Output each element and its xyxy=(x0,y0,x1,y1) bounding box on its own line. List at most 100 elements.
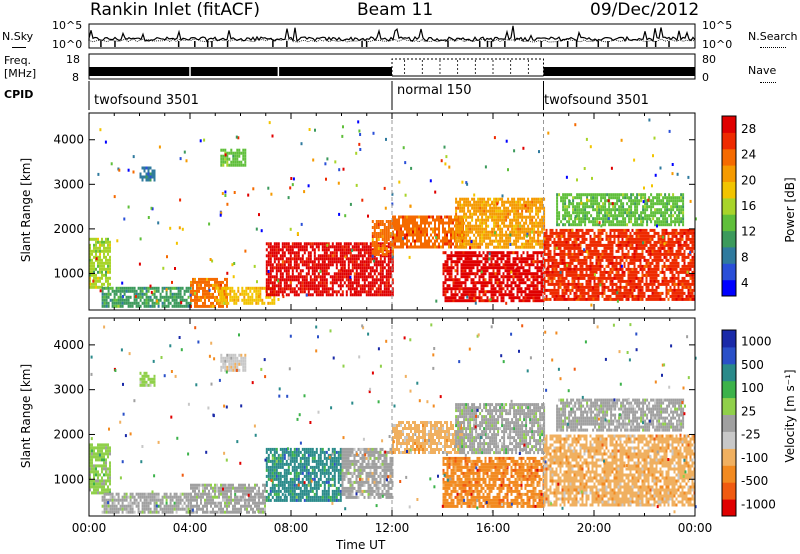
heatmap-cell xyxy=(448,227,450,231)
heatmap-cell xyxy=(351,293,354,297)
heatmap-cell xyxy=(490,281,493,285)
heatmap-cell xyxy=(609,249,612,253)
heatmap-cell xyxy=(321,281,324,285)
heatmap-cell xyxy=(412,215,414,219)
heatmap-cell xyxy=(381,260,384,264)
heatmap-cell xyxy=(355,254,358,258)
heatmap-cell xyxy=(609,276,612,280)
heatmap-cell xyxy=(591,252,594,256)
heatmap-cell xyxy=(214,286,216,290)
heatmap-cell xyxy=(611,282,614,286)
heatmap-cell xyxy=(567,270,570,274)
heatmap-cell xyxy=(641,234,644,238)
heatmap-cell xyxy=(149,286,152,290)
heatmap-cell xyxy=(643,246,646,250)
heatmap-cell xyxy=(609,240,612,244)
heatmap-cell xyxy=(456,269,459,273)
heatmap-cell xyxy=(454,278,457,282)
heatmap-cell xyxy=(95,258,97,262)
heatmap-cell xyxy=(510,251,513,255)
heatmap-cell xyxy=(641,297,644,301)
heatmap-cell xyxy=(355,263,358,267)
heatmap-cell xyxy=(367,290,370,294)
heatmap-cell xyxy=(530,263,533,267)
heatmap-cell xyxy=(651,243,654,247)
heatmap-cell xyxy=(454,215,456,219)
heatmap-cell xyxy=(95,279,97,283)
heatmap-cell xyxy=(599,243,602,247)
heatmap-cell xyxy=(569,237,572,241)
heatmap-cell xyxy=(141,301,144,305)
heatmap-cell xyxy=(383,281,386,285)
heatmap-cell xyxy=(289,290,292,294)
heatmap-cell xyxy=(454,236,456,240)
heatmap-cell xyxy=(347,263,350,267)
heatmap-cell xyxy=(321,245,324,249)
heatmap-cell xyxy=(470,266,473,270)
heatmap-cell xyxy=(529,206,532,210)
heatmap-cell xyxy=(498,257,501,261)
heatmap-cell xyxy=(578,196,581,200)
heatmap-cell xyxy=(533,221,536,225)
heatmap-cell xyxy=(478,251,481,255)
heatmap-cell xyxy=(227,286,230,290)
heatmap-cell xyxy=(607,252,610,256)
heatmap-cell xyxy=(617,288,620,292)
heatmap-cell xyxy=(573,279,576,283)
heatmap-cell xyxy=(381,290,384,294)
heatmap-cell xyxy=(244,157,247,161)
heatmap-cell xyxy=(564,193,567,197)
heatmap-cell xyxy=(517,200,520,204)
heatmap-cell xyxy=(613,234,616,238)
heatmap-cell xyxy=(444,215,446,219)
heatmap-cell xyxy=(177,304,180,308)
heatmap-cell xyxy=(147,178,150,182)
heatmap-cell xyxy=(559,246,562,250)
heatmap-cell xyxy=(503,242,506,246)
heatmap-cell xyxy=(107,249,109,253)
heatmap-cell xyxy=(147,298,150,302)
heatmap-cell xyxy=(504,260,507,264)
heatmap-cell xyxy=(454,260,457,264)
heatmap-cell xyxy=(225,292,228,296)
heatmap-cell xyxy=(353,245,356,249)
heatmap-cell xyxy=(591,270,594,274)
heatmap-cell xyxy=(333,278,336,282)
heatmap-cell xyxy=(163,295,166,299)
heatmap-cell xyxy=(639,267,642,271)
heatmap-cell xyxy=(215,286,218,290)
heatmap-cell xyxy=(586,202,589,206)
heatmap-cell xyxy=(671,270,674,274)
heatmap-cell xyxy=(373,272,376,276)
heatmap-cell xyxy=(426,245,428,249)
heatmap-cell xyxy=(653,231,656,235)
heatmap-cell xyxy=(137,304,140,308)
heatmap-cell xyxy=(381,235,384,238)
heatmap-cell xyxy=(271,281,274,285)
heatmap-cell xyxy=(305,275,308,279)
heatmap-cell xyxy=(418,245,420,249)
heatmap-cell xyxy=(483,200,486,204)
heatmap-cell xyxy=(681,246,684,250)
heatmap-cell xyxy=(151,175,154,179)
heatmap-cell xyxy=(387,263,390,267)
heatmap-cell xyxy=(583,273,586,277)
heatmap-cell xyxy=(208,286,210,290)
heatmap-cell xyxy=(587,255,590,259)
heatmap-cell xyxy=(543,234,546,238)
heatmap-cell xyxy=(641,294,644,298)
heatmap-cell xyxy=(149,166,152,170)
heatmap-cell xyxy=(493,215,496,219)
heatmap-cell xyxy=(525,206,528,210)
heatmap-cell xyxy=(309,284,312,288)
heatmap-cell xyxy=(533,224,536,228)
heatmap-cell xyxy=(673,291,676,295)
heatmap-cell xyxy=(591,261,594,265)
heatmap-cell xyxy=(315,284,318,288)
heatmap-cell xyxy=(649,282,652,286)
heatmap-cell xyxy=(175,292,178,296)
heatmap-cell xyxy=(236,151,239,155)
heatmap-cell xyxy=(361,242,364,246)
heatmap-cell xyxy=(206,292,208,296)
heatmap-cell xyxy=(243,292,246,296)
